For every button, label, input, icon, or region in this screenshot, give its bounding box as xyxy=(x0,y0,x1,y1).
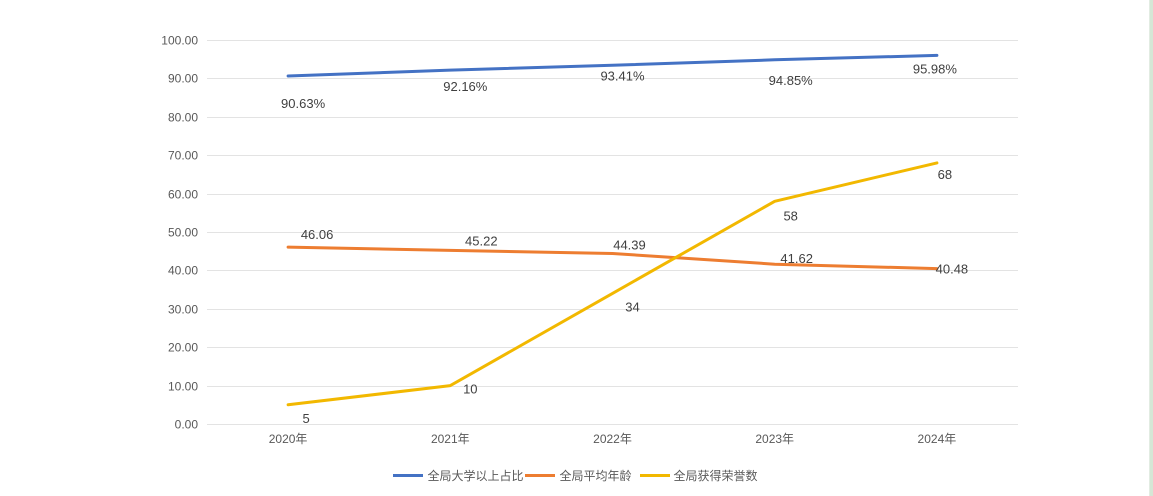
legend-swatch-orange-icon xyxy=(525,473,556,477)
legend-label: 全局平均年龄 xyxy=(559,468,632,483)
y-tick-label: 80.00 xyxy=(168,111,198,125)
gridlines xyxy=(207,40,1018,425)
legend-label: 全局大学以上占比 xyxy=(427,468,524,483)
x-tick-label: 2022年 xyxy=(593,432,632,446)
y-tick-label: 70.00 xyxy=(168,149,198,163)
y-tick-label: 90.00 xyxy=(168,72,198,86)
data-label: 58 xyxy=(783,208,797,223)
x-tick-label: 2021年 xyxy=(431,432,470,446)
y-tick-label: 50.00 xyxy=(168,226,198,240)
x-tick-label: 2020年 xyxy=(269,432,308,446)
data-label: 68 xyxy=(938,167,952,182)
x-axis-ticks: 2020年 2021年 2022年 2023年 2024年 xyxy=(269,432,957,446)
data-label: 93.41% xyxy=(600,68,645,83)
data-label: 44.39 xyxy=(613,238,646,253)
legend-item-honors-count[interactable]: 全局获得荣誉数 xyxy=(634,467,758,484)
y-tick-label: 0.00 xyxy=(175,418,199,432)
y-tick-label: 100.00 xyxy=(161,34,198,48)
data-label: 90.63% xyxy=(281,96,326,111)
data-label: 40.48 xyxy=(936,262,969,277)
data-label: 95.98% xyxy=(913,61,958,76)
y-tick-label: 20.00 xyxy=(168,341,198,355)
data-label: 45.22 xyxy=(465,233,498,248)
x-tick-label: 2023年 xyxy=(755,432,794,446)
data-label: 46.06 xyxy=(301,227,334,242)
series-line[interactable] xyxy=(286,53,939,78)
legend-label: 全局获得荣誉数 xyxy=(673,468,758,483)
series-line[interactable] xyxy=(286,245,939,271)
chart-legend: 全局大学以上占比 全局平均年龄 全局获得荣誉数 xyxy=(0,466,1153,484)
series-lines xyxy=(286,53,939,407)
x-tick-label: 2024年 xyxy=(918,432,957,446)
panel-right-border xyxy=(1149,0,1153,496)
series-line[interactable] xyxy=(286,161,939,407)
line-chart: 0.00 10.00 20.00 30.00 40.00 50.00 60.00 70.00 8… xyxy=(161,34,1018,446)
data-label: 5 xyxy=(302,411,309,426)
y-axis-ticks: 0.00 10.00 20.00 30.00 40.00 50.00 60.00 70.00 8… xyxy=(161,34,198,432)
y-tick-label: 30.00 xyxy=(168,303,198,317)
data-label: 34 xyxy=(625,299,639,314)
legend-swatch-blue-icon xyxy=(393,473,424,477)
legend-swatch-gold-icon xyxy=(639,473,670,477)
data-label: 94.85% xyxy=(769,73,814,88)
y-tick-label: 40.00 xyxy=(168,264,198,278)
data-label: 10 xyxy=(463,382,477,397)
data-label: 41.62 xyxy=(780,251,813,266)
data-labels: 90.63% 92.16% 93.41% 94.85% 95.98% 46.06 45.22… xyxy=(281,61,968,425)
legend-item-average-age[interactable]: 全局平均年龄 xyxy=(525,467,632,484)
data-label: 92.16% xyxy=(443,79,488,94)
y-tick-label: 10.00 xyxy=(168,380,198,394)
legend-item-degree-ratio[interactable]: 全局大学以上占比 xyxy=(393,467,523,484)
y-tick-label: 60.00 xyxy=(168,188,198,202)
